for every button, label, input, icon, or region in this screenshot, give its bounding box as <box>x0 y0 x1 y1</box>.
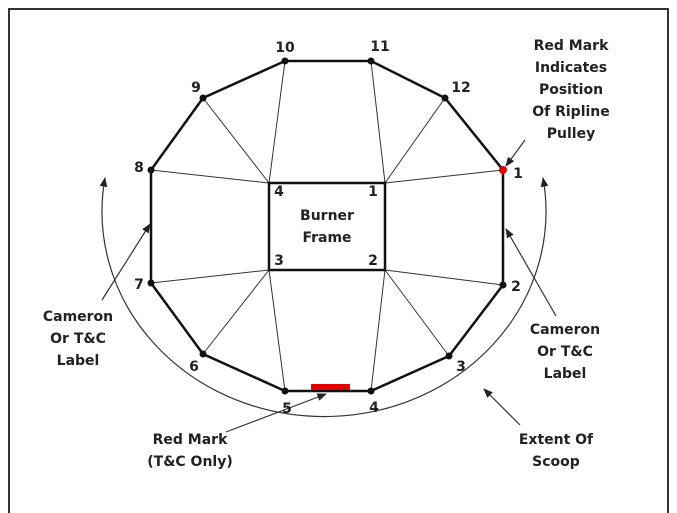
annotation: Or T&C <box>537 344 593 360</box>
annotation: Scoop <box>532 454 580 470</box>
spoke <box>370 269 386 392</box>
vertex-label: 6 <box>189 359 199 375</box>
vertex <box>445 352 453 360</box>
vertex-label: 9 <box>191 80 201 96</box>
scoop-arc <box>99 177 549 418</box>
spoke <box>202 269 270 355</box>
corner-label: 3 <box>274 253 284 269</box>
vertex <box>367 387 375 395</box>
vertex <box>441 94 449 102</box>
vertex <box>199 94 207 102</box>
vertex-label: 7 <box>134 277 144 293</box>
spoke <box>202 97 270 184</box>
spokes <box>150 60 504 392</box>
annotation: Cameron <box>43 309 113 325</box>
annotation: Label <box>57 353 100 369</box>
vertex <box>199 350 207 358</box>
frame-label: Frame <box>302 230 351 246</box>
dodecagon <box>149 59 505 393</box>
vertex <box>281 57 289 65</box>
corner-label: 1 <box>368 184 378 200</box>
spoke <box>370 60 386 184</box>
vertex-label: 3 <box>456 359 466 375</box>
vertex-label: 12 <box>451 80 470 96</box>
vertex <box>499 281 507 289</box>
annotation: Red Mark <box>153 432 228 448</box>
spoke <box>268 60 286 184</box>
vertex-label: 1 <box>513 166 523 182</box>
leader <box>505 228 557 317</box>
annotation: Red Mark <box>534 38 609 54</box>
annotation: Of Ripline <box>532 104 610 120</box>
leader <box>505 139 526 167</box>
vertex-label: 8 <box>134 160 144 176</box>
vertex <box>281 387 289 395</box>
annotation: (T&C Only) <box>147 454 233 470</box>
vertex <box>367 57 375 65</box>
spoke <box>150 269 270 284</box>
vertex-label: 5 <box>282 401 292 417</box>
vertex-dots <box>147 57 507 395</box>
annotation: Or T&C <box>50 331 106 347</box>
annotation: Indicates <box>535 60 607 76</box>
corner-label: 2 <box>368 253 378 269</box>
annotation: Position <box>539 82 603 98</box>
spoke <box>150 169 270 184</box>
vertex-label: 11 <box>370 39 389 55</box>
spoke <box>384 169 504 184</box>
annotation: Label <box>544 366 587 382</box>
spoke <box>384 269 504 286</box>
annotation: Pulley <box>547 126 595 142</box>
spoke <box>384 97 446 184</box>
vertex <box>499 166 507 174</box>
spoke <box>384 269 450 357</box>
annotation: Extent Of <box>519 432 594 448</box>
leader <box>225 393 327 433</box>
annotation: Cameron <box>530 322 600 338</box>
vertex-label: 4 <box>369 400 379 416</box>
leader <box>483 388 521 426</box>
frame-label: Burner <box>300 208 354 224</box>
vertex-label: 2 <box>511 279 521 295</box>
red-mark <box>311 384 350 390</box>
leader <box>101 223 151 301</box>
vertex <box>147 166 155 174</box>
corner-label: 4 <box>274 184 284 200</box>
vertex-label: 10 <box>275 40 295 56</box>
spoke <box>268 269 286 392</box>
frame <box>8 8 669 513</box>
vertex <box>147 279 155 287</box>
